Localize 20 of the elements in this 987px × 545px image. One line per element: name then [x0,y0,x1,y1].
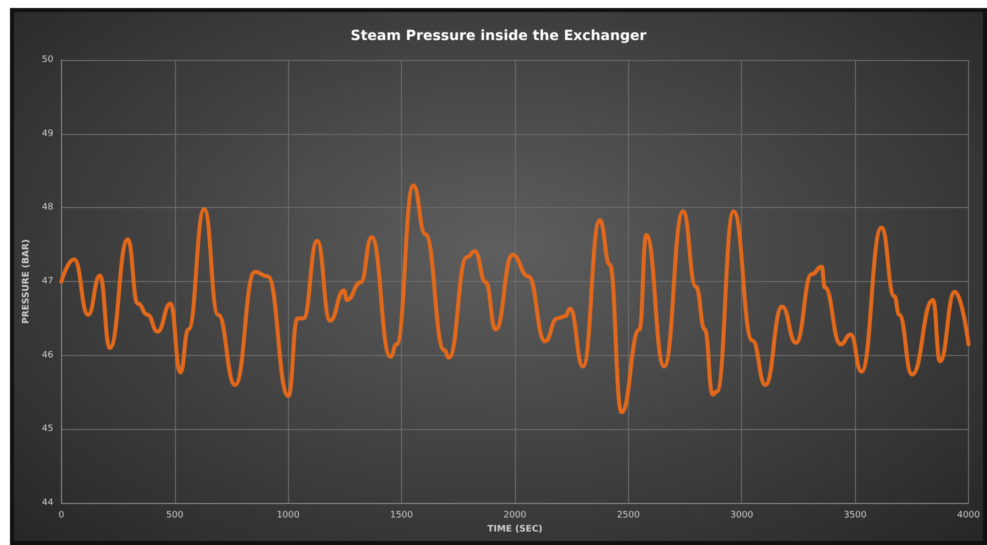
x-tick-label: 500 [166,510,184,520]
x-axis-title: TIME (SEC) [487,524,543,534]
y-tick-label: 50 [42,55,54,65]
line-series [59,184,971,414]
y-tick-label: 48 [42,202,54,213]
x-tick-label: 3000 [730,510,754,520]
y-tick-label: 46 [42,350,54,360]
x-tick-label: 2000 [503,510,527,520]
chart-title: Steam Pressure inside the Exchanger [350,28,646,44]
y-axis-title: PRESSURE (BAR) [22,239,32,324]
y-tick-label: 45 [42,424,54,434]
y-tick-label: 49 [42,128,54,139]
x-tick-label: 1000 [276,510,300,520]
x-tick-label: 3500 [844,510,867,520]
x-tick-label: 0 [58,510,64,520]
y-tick-label: 47 [42,276,54,286]
x-tick-label: 2500 [616,510,640,520]
y-tick-label: 44 [42,498,54,508]
x-tick-label: 4000 [957,510,980,520]
x-tick-label: 1500 [390,510,414,520]
